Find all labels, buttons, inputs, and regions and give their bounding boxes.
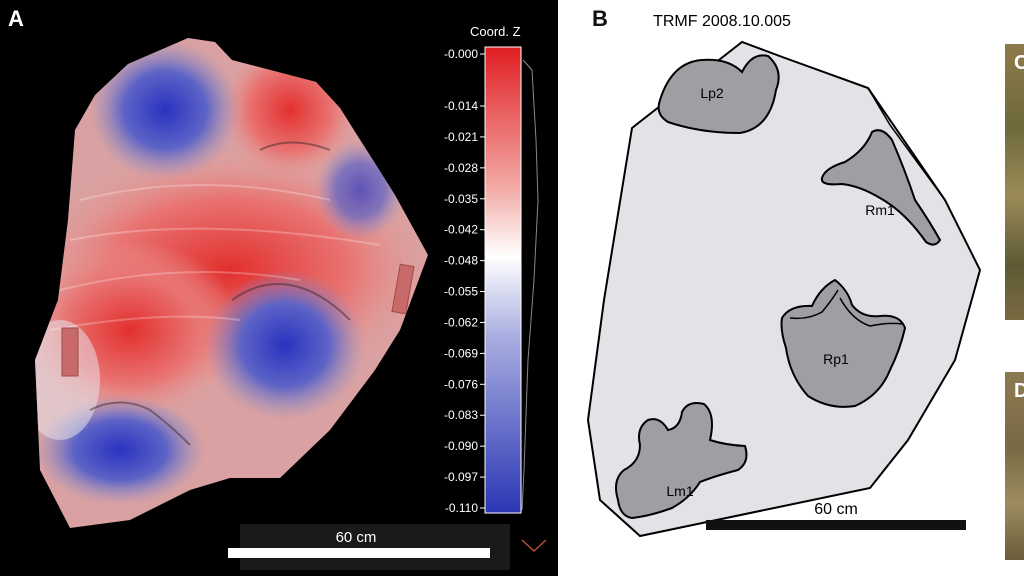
panel-a-label: A <box>8 6 24 31</box>
scale-bar-b <box>706 520 966 530</box>
track-label-lp2: Lp2 <box>700 85 724 101</box>
panel-c-photo <box>1005 44 1024 320</box>
colorbar-tick-label: -0.069 <box>444 346 478 360</box>
track-label-rp1: Rp1 <box>823 351 849 367</box>
colorbar-tick-label: -0.000 <box>444 47 478 61</box>
track-label-rm1: Rm1 <box>865 202 895 218</box>
panel-a-heightmap: Coord. Z -0.000 -0.014 -0.021 -0.028 -0.035-… <box>0 0 558 576</box>
panel-b-label: B <box>592 6 608 31</box>
colorbar-tick-label: -0.076 <box>444 377 478 391</box>
colorbar-tick-label: -0.035 <box>444 192 478 206</box>
orientation-mark <box>521 539 547 553</box>
colorbar-tick-label: -0.083 <box>444 408 478 422</box>
panel-b-outline-map: TRMF 2008.10.005 Lp2 Rm1 Rp1 Lm1 60 cm B <box>560 0 1000 576</box>
track-lm1 <box>615 402 748 520</box>
colorbar-tick-label: -0.110 <box>445 501 478 515</box>
colorbar-ticks: -0.000 -0.014 -0.021 -0.028 -0.035 -0.042 -0.0… <box>444 47 485 515</box>
track-rm1 <box>820 129 942 246</box>
colorbar-tick-label: -0.097 <box>444 470 478 484</box>
track-lp2 <box>657 54 780 135</box>
track-map: TRMF 2008.10.005 Lp2 Rm1 Rp1 Lm1 60 cm <box>586 13 982 538</box>
colorbar-tick-label: -0.021 <box>444 130 478 144</box>
colorbar-tick-label: -0.028 <box>444 161 478 175</box>
track-rp1 <box>780 278 907 408</box>
colorbar-tick-label: -0.090 <box>444 439 478 453</box>
colorbar-histogram <box>521 59 539 511</box>
panel-d-photo <box>1005 372 1024 560</box>
scale-box <box>240 524 510 570</box>
scale-label-a: 60 cm <box>336 529 377 546</box>
track-label-lm1: Lm1 <box>666 483 693 499</box>
heightmap-figure: Coord. Z -0.000-0.014-0.021-0.028-0.035-… <box>35 24 547 570</box>
colorbar-tick-label: -0.042 <box>444 223 478 237</box>
scale-bar-a <box>228 548 490 558</box>
colorbar-tick-label: -0.062 <box>444 315 478 329</box>
panel-c-label: C <box>1014 52 1024 74</box>
scale-label-b: 60 cm <box>814 501 858 518</box>
specimen-title: TRMF 2008.10.005 <box>653 13 791 30</box>
colorbar-title: Coord. Z <box>470 24 521 39</box>
colorbar-tick-label: -0.014 <box>444 99 478 113</box>
panel-d-label: D <box>1014 380 1024 402</box>
colorbar-tick-label: -0.055 <box>444 285 478 299</box>
colorbar <box>484 46 522 514</box>
colorbar-tick-label: -0.048 <box>444 254 478 268</box>
